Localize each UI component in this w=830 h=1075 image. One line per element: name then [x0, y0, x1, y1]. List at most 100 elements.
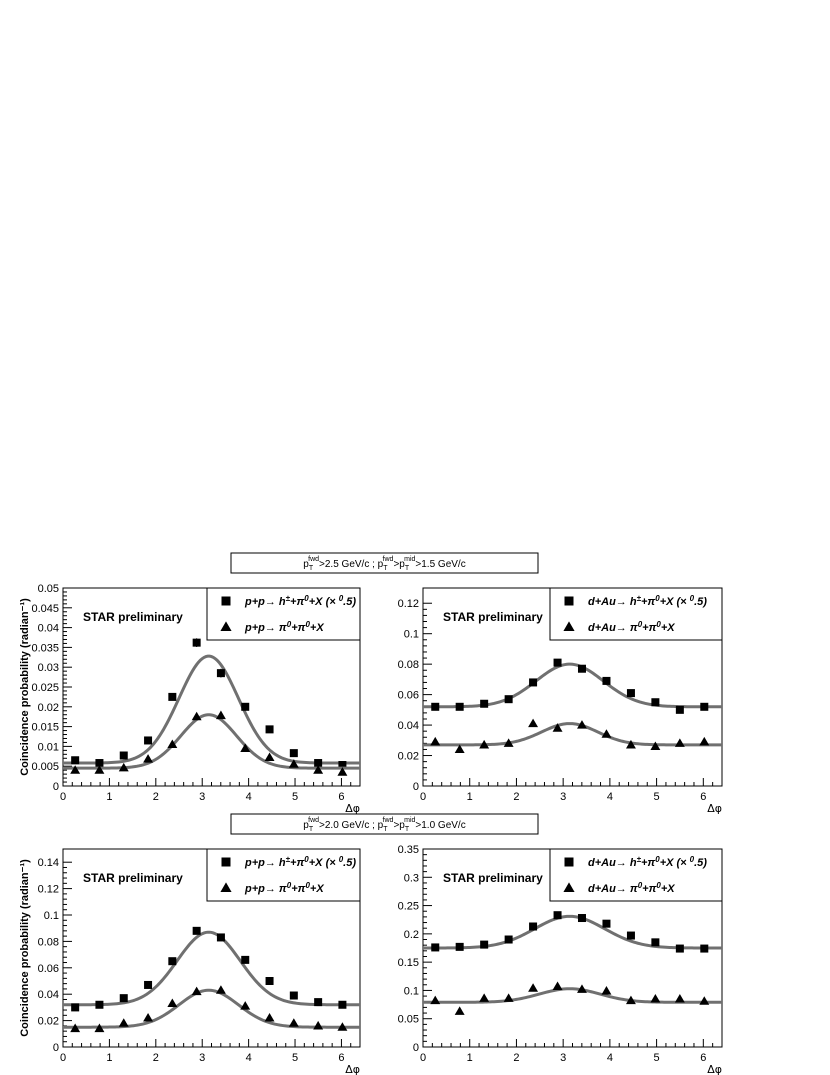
- x-tick-label: 1: [106, 1052, 112, 1064]
- x-tick-label: 5: [292, 1052, 298, 1064]
- marker-square: [529, 678, 538, 687]
- series-triangles: [423, 981, 722, 1015]
- marker-triangle: [264, 752, 275, 762]
- marker-triangle: [70, 1023, 81, 1033]
- marker-triangle: [552, 723, 563, 732]
- cut-label-bottom: pTfwd>2.0 GeV/c ; pTfwd>pTmid>1.0 GeV/c: [230, 813, 539, 835]
- series-squares: [422, 911, 722, 953]
- marker-triangle: [650, 741, 661, 750]
- x-tick-label: 2: [153, 791, 159, 803]
- marker-square: [338, 761, 347, 770]
- y-tick-label: 0.005: [31, 761, 59, 773]
- marker-triangle: [479, 993, 490, 1002]
- marker-triangle: [528, 983, 539, 992]
- marker-triangle: [563, 621, 575, 632]
- x-axis-label: Δφ: [707, 1063, 722, 1075]
- y-tick-label: 0.02: [38, 1016, 59, 1028]
- marker-square: [221, 857, 231, 867]
- legend: p+p→ h±+π0+X (× 0.5) p+p→ π0+π0+X: [206, 587, 361, 641]
- series-triangles: [63, 985, 360, 1033]
- marker-square: [241, 955, 250, 964]
- legend-label: d+Au→ π0+π0+X: [588, 620, 675, 634]
- marker-square: [192, 926, 201, 935]
- legend-box: [206, 848, 361, 902]
- x-tick-label: 3: [560, 791, 566, 803]
- marker-triangle: [650, 993, 661, 1003]
- legend-box: [549, 848, 723, 902]
- y-tick-label: 0.25: [398, 901, 419, 913]
- marker-square: [553, 911, 562, 920]
- marker-triangle: [143, 1013, 154, 1022]
- x-tick-label: 5: [654, 791, 660, 803]
- marker-square: [71, 756, 80, 765]
- x-tick-label: 3: [560, 1052, 566, 1064]
- y-tick-label: 0.05: [398, 1014, 419, 1026]
- y-tick-label: 0.1: [44, 910, 59, 922]
- marker-square: [192, 638, 201, 647]
- y-tick-label: 0.1: [404, 985, 419, 997]
- y-tick-label: 0.02: [398, 751, 419, 763]
- marker-square: [553, 658, 562, 667]
- marker-triangle: [699, 736, 710, 746]
- panel-top-left: 0 0.005 0.01 0.015 0.02 0.025 0.03 0.035 0.04 0.0…: [19, 583, 361, 815]
- y-tick-label: 0: [53, 781, 59, 793]
- marker-triangle: [503, 738, 514, 747]
- y-tick-label: 0.015: [31, 722, 59, 734]
- marker-square: [168, 692, 177, 701]
- x-axis-label: Δφ: [345, 802, 360, 815]
- legend-label: d+Au→ π0+π0+X: [588, 881, 675, 895]
- x-tick-label: 6: [338, 1052, 344, 1064]
- x-tick-label: 6: [700, 1052, 706, 1064]
- x-tick-label: 4: [607, 791, 613, 803]
- marker-square: [504, 935, 513, 944]
- marker-triangle: [454, 744, 465, 754]
- marker-square: [455, 702, 464, 711]
- fit-curve: [422, 914, 722, 950]
- marker-square: [577, 914, 586, 923]
- series-squares: [423, 658, 722, 714]
- marker-triangle: [167, 739, 178, 748]
- marker-square: [289, 991, 298, 1000]
- marker-triangle: [577, 984, 587, 993]
- marker-square: [651, 938, 660, 947]
- marker-square: [480, 940, 489, 949]
- legend: d+Au→ h±+π0+X (× 0.5) d+Au→ π0+π0+X: [549, 848, 723, 902]
- marker-triangle: [191, 986, 202, 996]
- legend-label: p+p→ π0+π0+X: [244, 620, 324, 634]
- x-tick-label: 3: [199, 1052, 205, 1064]
- y-tick-label: 0.04: [38, 989, 59, 1001]
- fit-curve: [63, 713, 360, 770]
- marker-triangle: [167, 998, 178, 1008]
- legend-label: d+Au→ h±+π0+X (× 0.5): [588, 594, 707, 608]
- x-tick-label: 0: [420, 1052, 426, 1064]
- marker-square: [144, 736, 153, 745]
- marker-triangle: [454, 1006, 465, 1015]
- marker-square: [144, 980, 153, 989]
- marker-square: [314, 998, 323, 1007]
- y-tick-label: 0.14: [38, 857, 59, 869]
- y-tick-label: 0.06: [398, 690, 419, 702]
- legend-box: [206, 587, 361, 641]
- panel-bottom-right: 0 0.05 0.1 0.15 0.2 0.25 0.3 0.35 0 1 2 3 4 5 6Δφ STAR …: [398, 844, 723, 1075]
- marker-square: [626, 931, 635, 940]
- star-preliminary-label: STAR preliminary: [443, 610, 543, 624]
- y-tick-label: 0.045: [31, 603, 59, 615]
- marker-square: [626, 689, 635, 698]
- panels: 00.0050.010.0150.020.0250.030.0350.040.0…: [19, 583, 723, 1075]
- y-tick-label: 0.01: [38, 741, 59, 753]
- marker-square: [221, 596, 231, 606]
- marker-triangle: [240, 1001, 251, 1010]
- y-tick-label: 0: [413, 1042, 419, 1054]
- fit-curve: [63, 930, 360, 1007]
- x-tick-label: 6: [338, 791, 344, 803]
- y-tick-label: 0.08: [38, 936, 59, 948]
- marker-triangle: [601, 729, 612, 738]
- y-tick-label: 0.03: [38, 662, 59, 674]
- fit-curve: [423, 662, 722, 709]
- fit-curve: [63, 654, 360, 765]
- marker-square: [431, 702, 440, 711]
- x-tick-label: 3: [199, 791, 205, 803]
- marker-square: [529, 922, 538, 931]
- y-tick-label: 0.3: [404, 872, 419, 884]
